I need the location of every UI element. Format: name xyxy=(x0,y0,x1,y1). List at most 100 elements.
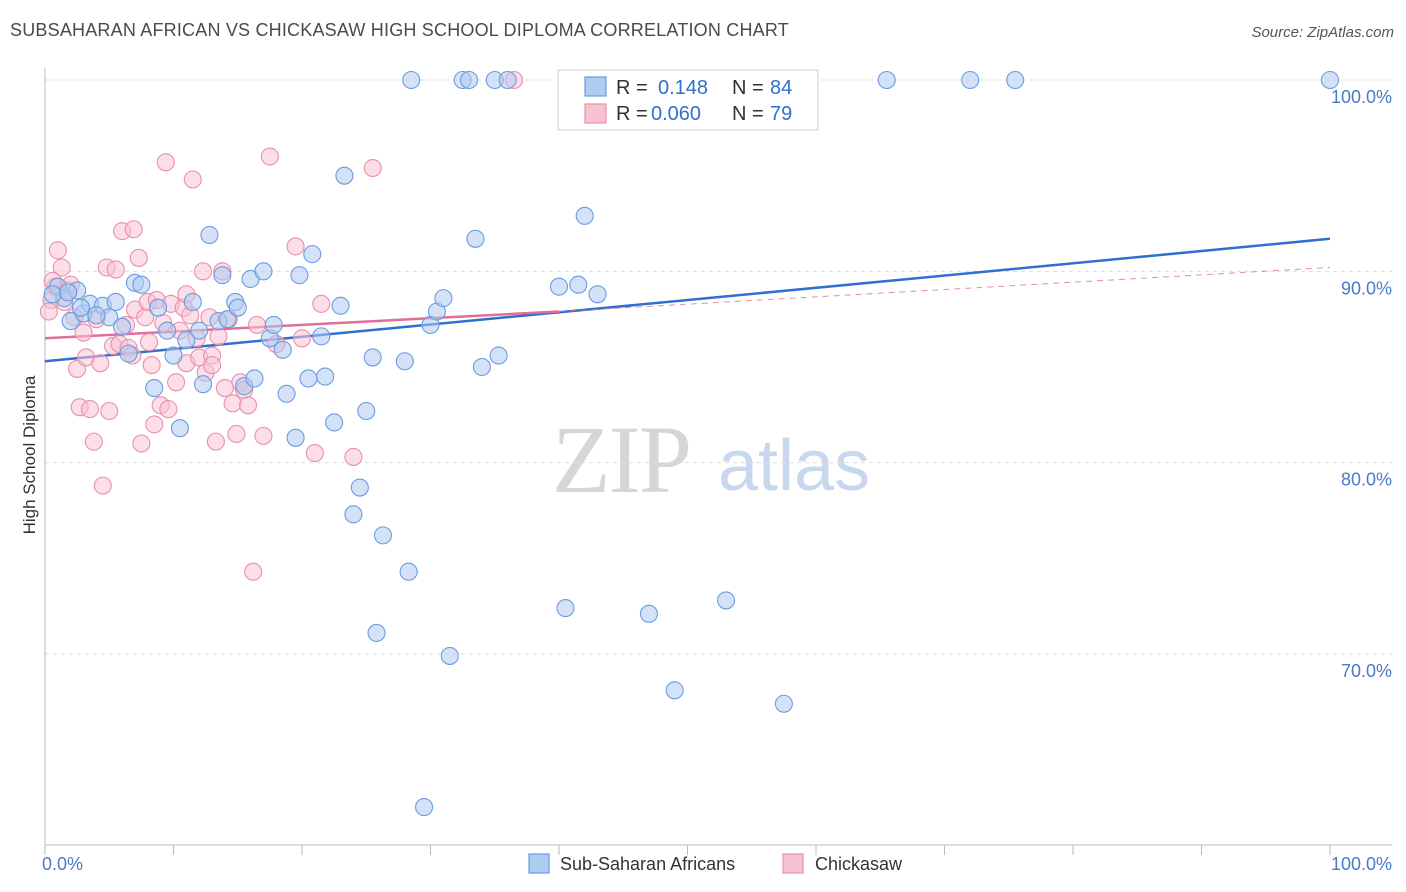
trend-line-chickasaw xyxy=(44,310,560,340)
legend-swatch-blue xyxy=(584,76,607,97)
chickasaw-point-54 xyxy=(215,378,234,398)
chickasaw-point-16 xyxy=(93,476,112,495)
sub-saharan-point-61 xyxy=(466,229,485,248)
sub-saharan-point-35 xyxy=(277,384,296,403)
sub-saharan-point-22 xyxy=(200,225,219,245)
chickasaw-point-66 xyxy=(286,237,305,256)
sub-saharan-points xyxy=(43,70,1340,817)
sub-saharan-point-27 xyxy=(228,298,247,317)
sub-saharan-point-78 xyxy=(1006,70,1025,90)
chickasaw-point-36 xyxy=(156,153,175,172)
y-tick-label-70: 70.0% xyxy=(1341,661,1392,681)
sub-saharan-point-46 xyxy=(350,478,369,497)
bottom-legend-label-blue: Sub-Saharan Africans xyxy=(560,854,735,874)
bottom-legend-swatch-blue xyxy=(528,853,550,874)
axes xyxy=(44,68,1392,855)
legend-swatch-pink xyxy=(584,103,607,124)
sub-saharan-point-62 xyxy=(472,357,491,377)
chickasaw-point-47 xyxy=(194,262,213,281)
chickasaw-point-37 xyxy=(159,400,178,419)
sub-saharan-point-9 xyxy=(113,317,132,336)
sub-saharan-point-31 xyxy=(254,262,273,281)
sub-saharan-point-49 xyxy=(367,623,386,643)
sub-saharan-point-66 xyxy=(549,277,569,296)
sub-saharan-point-68 xyxy=(569,275,588,294)
chickasaw-point-13 xyxy=(84,432,103,451)
trend-lines xyxy=(44,237,1331,363)
chickasaw-point-77 xyxy=(203,356,222,375)
sub-saharan-point-64 xyxy=(489,346,508,365)
sub-saharan-point-44 xyxy=(335,166,354,185)
chickasaw-point-39 xyxy=(167,373,186,392)
sub-saharan-point-41 xyxy=(316,367,335,386)
sub-saharan-point-47 xyxy=(357,401,376,421)
chickasaw-point-64 xyxy=(260,147,279,166)
chickasaw-point-73 xyxy=(39,302,58,321)
sub-saharan-point-76 xyxy=(877,70,896,90)
legend-n-value-1: 84 xyxy=(770,77,792,99)
legend-n-value-2: 79 xyxy=(770,103,792,125)
sub-saharan-point-54 xyxy=(415,798,434,817)
chickasaw-point-2 xyxy=(48,241,67,260)
sub-saharan-point-51 xyxy=(395,352,414,371)
chickasaw-point-69 xyxy=(312,294,331,313)
sub-saharan-point-34 xyxy=(273,340,292,359)
sub-saharan-point-50 xyxy=(373,526,393,545)
sub-saharan-point-18 xyxy=(177,331,196,350)
stats-legend: R = 0.148 N = 84 R = 0.060 N = 79 xyxy=(557,69,819,131)
sub-saharan-point-74 xyxy=(716,591,736,610)
chickasaw-point-20 xyxy=(106,260,125,279)
sub-saharan-point-48 xyxy=(363,348,382,367)
sub-saharan-point-38 xyxy=(299,369,318,388)
sub-saharan-point-45 xyxy=(344,505,363,524)
chickasaw-point-28 xyxy=(132,434,151,453)
sub-saharan-point-12 xyxy=(132,275,151,294)
chickasaw-point-70 xyxy=(344,447,363,466)
sub-saharan-point-39 xyxy=(303,245,322,264)
sub-saharan-point-69 xyxy=(575,206,594,225)
sub-saharan-point-33 xyxy=(264,315,283,334)
bottom-legend-swatch-pink xyxy=(782,853,804,874)
tick-labels: 70.0% 80.0% 90.0% 100.0% 0.0% 100.0% xyxy=(42,87,1392,874)
sub-saharan-point-75 xyxy=(774,694,793,713)
watermark-atlas: atlas xyxy=(718,426,870,506)
sub-saharan-point-14 xyxy=(149,298,168,317)
sub-saharan-point-24 xyxy=(213,266,232,285)
x-tick-label-0: 0.0% xyxy=(42,854,83,874)
chickasaw-point-27 xyxy=(129,248,148,267)
x-tick-label-100: 100.0% xyxy=(1331,854,1392,874)
y-tick-label-100: 100.0% xyxy=(1331,87,1392,107)
y-tick-label-80: 80.0% xyxy=(1341,470,1392,490)
chickasaw-point-52 xyxy=(209,327,228,346)
chickasaw-point-31 xyxy=(142,356,161,375)
sub-saharan-point-81 xyxy=(59,283,78,302)
sub-saharan-point-37 xyxy=(290,266,309,285)
sub-saharan-point-77 xyxy=(961,70,980,90)
sub-saharan-point-57 xyxy=(434,289,453,308)
y-tick-label-90: 90.0% xyxy=(1341,278,1392,298)
sub-saharan-point-13 xyxy=(145,378,164,398)
sub-saharan-point-40 xyxy=(312,327,331,346)
sub-saharan-point-42 xyxy=(325,413,344,432)
chickasaw-point-12 xyxy=(80,400,100,419)
chickasaw-point-44 xyxy=(183,170,202,189)
chickasaw-point-67 xyxy=(292,329,312,348)
chickasaw-point-3 xyxy=(52,258,71,277)
sub-saharan-point-25 xyxy=(218,310,237,329)
legend-r-value-2: 0.060 xyxy=(651,103,701,125)
sub-saharan-point-67 xyxy=(556,599,575,618)
source-label: Source: ZipAtlas.com xyxy=(1251,24,1394,41)
sub-saharan-point-83 xyxy=(87,306,106,325)
chickasaw-point-78 xyxy=(140,333,159,352)
chickasaw-point-63 xyxy=(254,426,273,445)
sub-saharan-point-17 xyxy=(170,419,189,438)
chickasaw-point-68 xyxy=(305,444,324,463)
chickasaw-point-75 xyxy=(124,220,143,239)
chickasaw-point-10 xyxy=(74,323,93,342)
sub-saharan-point-43 xyxy=(331,296,350,315)
legend-r-label-2: R = xyxy=(616,103,648,125)
sub-saharan-point-72 xyxy=(665,681,684,700)
sub-saharan-point-70 xyxy=(588,285,607,304)
sub-saharan-point-79 xyxy=(1320,70,1340,90)
sub-saharan-point-10 xyxy=(119,344,138,363)
